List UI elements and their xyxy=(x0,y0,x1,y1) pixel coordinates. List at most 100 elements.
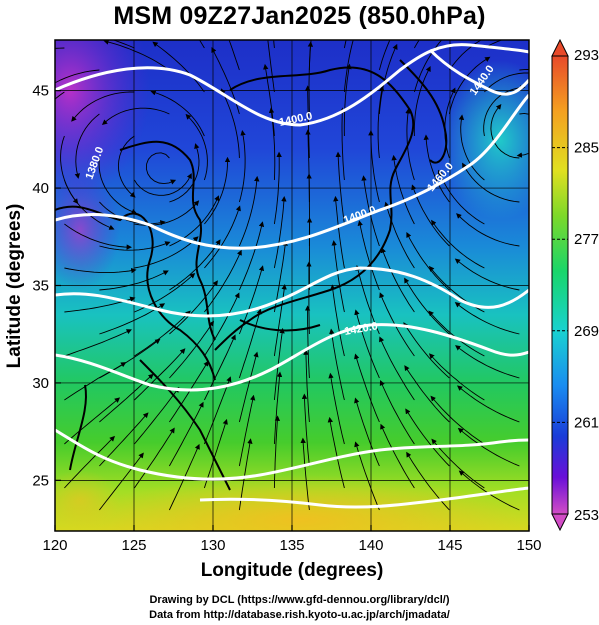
map-grid xyxy=(55,40,529,531)
streamline xyxy=(185,113,208,181)
streamline xyxy=(406,451,450,511)
colorbar-ticks: 293 285 277 269 261 253 xyxy=(552,47,599,524)
streamline xyxy=(454,302,520,335)
streamline xyxy=(99,452,144,511)
y-tick-label: 40 xyxy=(32,180,49,197)
map-title: MSM 09Z27Jan2025 (850.0hPa) xyxy=(113,2,486,30)
streamline xyxy=(103,40,170,71)
streamline xyxy=(380,423,415,489)
streamline xyxy=(343,40,354,93)
streamline xyxy=(456,213,520,247)
streamline xyxy=(354,397,380,467)
streamline xyxy=(71,91,135,122)
streamline xyxy=(238,130,246,203)
colorbar-tick-label: 269 xyxy=(574,323,599,340)
colorbar-tick-label: 293 xyxy=(574,47,599,64)
colorbar: 293 285 277 269 261 253 xyxy=(551,38,599,532)
y-tick-label: 30 xyxy=(32,375,49,392)
x-tick-label: 130 xyxy=(200,537,225,554)
streamline xyxy=(169,401,204,467)
streamline xyxy=(220,88,240,159)
streamline xyxy=(228,40,240,71)
streamline xyxy=(333,195,345,269)
streamline xyxy=(328,372,345,445)
streamline xyxy=(55,69,100,84)
streamline xyxy=(454,258,520,291)
streamline xyxy=(145,152,177,185)
streamline xyxy=(413,65,431,137)
colorbar-bottom-arrow xyxy=(551,513,569,532)
streamline xyxy=(368,129,380,203)
streamline xyxy=(430,395,485,445)
streamline xyxy=(117,135,136,198)
x-tick-label: 120 xyxy=(42,537,67,554)
streamline xyxy=(339,107,345,181)
y-tick-label: 45 xyxy=(32,83,49,100)
streamline xyxy=(379,380,415,445)
streamline xyxy=(204,156,231,225)
streamline xyxy=(404,365,450,423)
colorbar-tick-label: 277 xyxy=(574,231,599,248)
streamline xyxy=(458,114,485,181)
streamline xyxy=(300,437,310,511)
streamline xyxy=(484,72,529,93)
credit-data: Data from http://database.rish.kyoto-u.a… xyxy=(149,609,450,621)
streamline xyxy=(379,336,415,401)
streamline xyxy=(150,90,205,137)
streamline xyxy=(101,107,170,125)
streamline xyxy=(238,175,260,247)
streamline xyxy=(238,394,256,467)
x-axis-title: Longitude (degrees) xyxy=(201,560,384,581)
streamline xyxy=(404,277,450,335)
streamline xyxy=(238,221,265,291)
streamline xyxy=(335,151,345,225)
colorbar-tick-label: 253 xyxy=(574,507,599,524)
streamline xyxy=(411,184,450,247)
streamline xyxy=(490,103,520,159)
streamline xyxy=(152,41,205,93)
streamline xyxy=(457,427,520,467)
streamline xyxy=(98,157,137,214)
streamline xyxy=(134,386,180,445)
x-tick-label: 135 xyxy=(279,537,304,554)
streamline xyxy=(267,40,275,93)
streamline xyxy=(64,362,127,401)
streamline xyxy=(134,310,191,357)
streamline xyxy=(273,151,282,225)
colorbar-top-arrow xyxy=(551,38,569,57)
streamline xyxy=(357,220,380,291)
y-axis-title: Latitude (degrees) xyxy=(4,204,25,369)
streamline xyxy=(431,438,485,489)
streamline xyxy=(169,360,209,423)
streamline xyxy=(112,40,135,49)
streamline xyxy=(354,441,380,511)
streamline xyxy=(307,41,314,115)
streamline xyxy=(203,376,232,445)
colorbar-tick-label: 261 xyxy=(574,414,599,431)
streamline xyxy=(378,40,391,71)
streamline xyxy=(134,236,199,269)
streamline xyxy=(99,303,166,335)
wind-streamlines xyxy=(55,40,529,511)
streamline xyxy=(204,205,241,269)
streamline xyxy=(134,427,175,489)
streamline xyxy=(301,393,310,467)
streamline xyxy=(484,40,504,49)
streamline xyxy=(457,385,520,423)
x-tick-label: 145 xyxy=(437,537,462,554)
axes: 120 125 130 135 140 145 150 25 30 35 40 45 xyxy=(32,83,541,554)
streamline xyxy=(361,175,380,247)
streamline xyxy=(437,169,485,225)
streamline xyxy=(483,85,526,137)
streamline xyxy=(406,231,450,291)
streamline xyxy=(134,348,186,401)
streamline xyxy=(273,196,287,269)
geopotential-contours xyxy=(55,43,529,509)
y-tick-label: 25 xyxy=(32,472,49,489)
streamline xyxy=(377,85,385,159)
streamline xyxy=(99,241,171,251)
streamline xyxy=(99,201,166,226)
streamline xyxy=(238,308,262,379)
streamline xyxy=(303,349,310,423)
streamline xyxy=(354,309,380,379)
